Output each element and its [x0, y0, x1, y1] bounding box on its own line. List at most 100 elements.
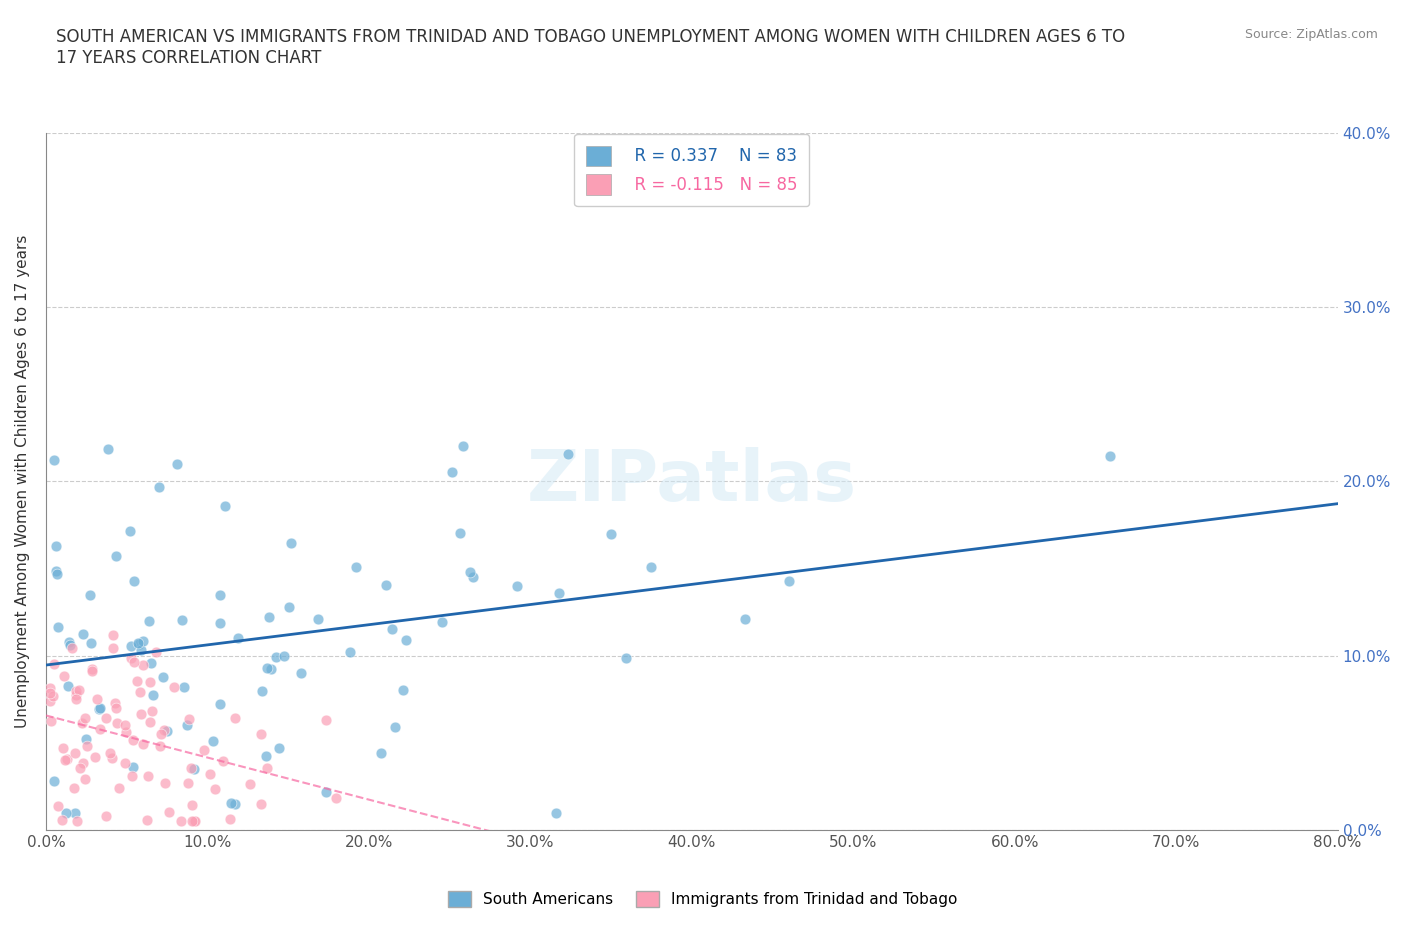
Point: [89, 700, 111, 715]
Point: [315, 713, 337, 728]
Text: ZIPatlas: ZIPatlas: [527, 446, 856, 516]
Point: [115, 724, 138, 739]
Point: [250, 684, 273, 698]
Point: [98, 745, 121, 760]
Point: [131, 643, 153, 658]
Point: [38, 685, 60, 700]
Point: [138, 614, 160, 629]
Point: [273, 648, 295, 663]
Point: [125, 673, 148, 688]
Point: [256, 761, 278, 776]
Point: [131, 658, 153, 672]
Point: [139, 675, 162, 690]
Point: [557, 446, 579, 461]
Point: [58, 634, 80, 649]
Point: [94, 711, 117, 725]
Point: [325, 790, 347, 805]
Point: [224, 711, 246, 725]
Point: [734, 612, 756, 627]
Point: [58, 679, 80, 694]
Point: [176, 718, 198, 733]
Point: [55, 805, 77, 820]
Point: [104, 700, 127, 715]
Point: [103, 641, 125, 656]
Point: [41, 688, 63, 703]
Point: [132, 633, 155, 648]
Point: [451, 438, 474, 453]
Point: [181, 798, 204, 813]
Point: [128, 684, 150, 699]
Point: [53, 753, 76, 768]
Point: [180, 814, 202, 829]
Point: [44, 657, 66, 671]
Point: [127, 635, 149, 650]
Point: [67, 683, 90, 698]
Point: [121, 769, 143, 784]
Point: [66, 814, 89, 829]
Point: [145, 644, 167, 659]
Point: [131, 737, 153, 751]
Point: [166, 457, 188, 472]
Point: [250, 796, 273, 811]
Point: [42, 774, 65, 789]
Point: [254, 749, 277, 764]
Point: [384, 720, 406, 735]
Point: [157, 804, 180, 819]
Point: [198, 766, 221, 781]
Point: [73, 772, 96, 787]
Point: [65, 805, 87, 820]
Point: [264, 649, 287, 664]
Point: [120, 650, 142, 665]
Point: [307, 611, 329, 626]
Point: [339, 644, 361, 659]
Point: [614, 650, 637, 665]
Point: [86, 692, 108, 707]
Point: [89, 722, 111, 737]
Point: [94, 808, 117, 823]
Point: [69, 761, 91, 776]
Point: [163, 679, 186, 694]
Point: [506, 578, 529, 593]
Point: [395, 632, 418, 647]
Point: [38, 681, 60, 696]
Text: SOUTH AMERICAN VS IMMIGRANTS FROM TRINIDAD AND TOBAGO UNEMPLOYMENT AMONG WOMEN W: SOUTH AMERICAN VS IMMIGRANTS FROM TRINID…: [56, 28, 1125, 67]
Point: [65, 684, 87, 698]
Point: [256, 660, 278, 675]
Point: [128, 637, 150, 652]
Point: [209, 616, 232, 631]
Point: [599, 526, 621, 541]
Point: [141, 704, 163, 719]
Point: [155, 776, 177, 790]
Point: [52, 740, 75, 755]
Point: [204, 782, 226, 797]
Point: [278, 600, 301, 615]
Point: [120, 639, 142, 654]
Point: [260, 662, 283, 677]
Point: [183, 762, 205, 777]
Point: [544, 805, 567, 820]
Point: [80, 635, 103, 650]
Point: [381, 621, 404, 636]
Point: [257, 610, 280, 625]
Point: [79, 587, 101, 602]
Point: [177, 711, 200, 726]
Point: [52, 669, 75, 684]
Point: [100, 751, 122, 765]
Legend:   R = 0.337    N = 83,   R = -0.115   N = 85: R = 0.337 N = 83, R = -0.115 N = 85: [574, 134, 810, 206]
Point: [290, 666, 312, 681]
Point: [45, 564, 67, 578]
Point: [226, 631, 249, 645]
Point: [63, 781, 86, 796]
Y-axis label: Unemployment Among Women with Children Ages 6 to 17 years: Unemployment Among Women with Children A…: [15, 234, 30, 728]
Point: [148, 480, 170, 495]
Point: [135, 813, 157, 828]
Point: [122, 573, 145, 588]
Point: [430, 615, 453, 630]
Point: [45, 567, 67, 582]
Point: [212, 753, 235, 768]
Point: [214, 498, 236, 513]
Point: [202, 734, 225, 749]
Point: [62, 641, 84, 656]
Point: [463, 569, 485, 584]
Point: [75, 731, 97, 746]
